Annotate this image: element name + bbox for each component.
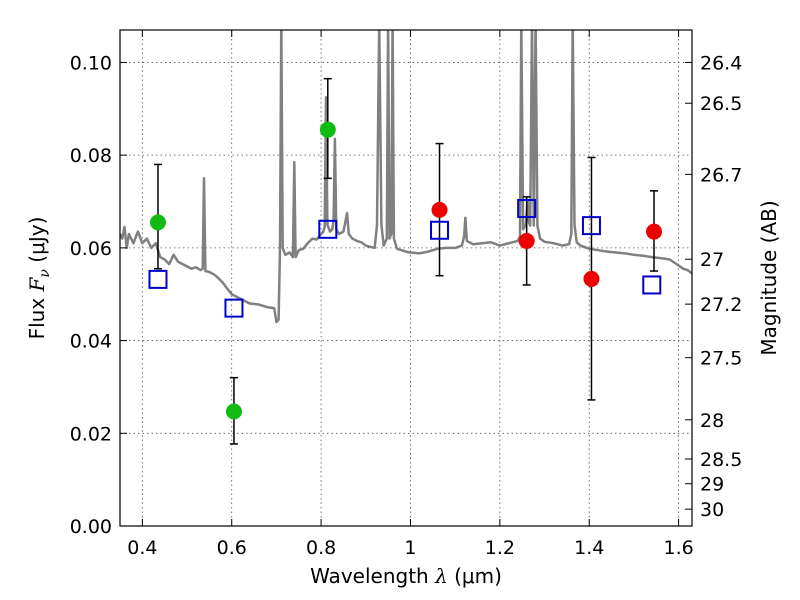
blue-square-point	[430, 220, 450, 240]
y2-tick-label: 27.2	[700, 294, 742, 316]
x-tick-label: 0.4	[127, 537, 157, 559]
y2-tick-label: 26.5	[700, 93, 742, 115]
y-axis-label: Flux Fν (μJy)	[25, 217, 53, 340]
red-point	[646, 223, 663, 240]
y2-tick-label: 27	[700, 249, 724, 271]
plot-background	[120, 30, 692, 526]
y2-axis-label: Magnitude (AB)	[757, 200, 781, 355]
x-tick-label: 1.6	[663, 537, 693, 559]
y2-tick-label: 27.5	[700, 348, 742, 370]
x-tick-label: 1	[404, 537, 416, 559]
y-axis-label-subscript: ν	[37, 269, 53, 278]
x-tick-label: 1.2	[485, 537, 515, 559]
blue-square-point	[517, 198, 537, 218]
green-point	[319, 121, 336, 138]
spectrum-line	[120, 30, 692, 324]
y2-tick-label: 30	[700, 499, 724, 521]
y-tick-label: 0.02	[70, 423, 112, 445]
y2-tick-label: 28.5	[700, 449, 742, 471]
blue-square-point	[148, 269, 168, 289]
x-axis-label: Wavelength λ (μm)	[310, 564, 502, 588]
y2-tick-label: 28	[700, 410, 724, 432]
blue-square-point	[318, 219, 338, 239]
blue-square-point	[642, 275, 662, 295]
y-axis-label-symbol: F	[25, 276, 49, 292]
green-point	[149, 214, 166, 231]
y-tick-label: 0.10	[70, 52, 112, 74]
x-tick-label: 1.4	[574, 537, 604, 559]
red-point	[431, 201, 448, 218]
data-markers	[148, 121, 663, 420]
y-tick-label: 0.06	[70, 238, 112, 260]
x-axis-label-symbol: λ	[434, 564, 448, 588]
blue-square-point	[224, 298, 244, 318]
x-axis-label-unit: (μm)	[448, 564, 502, 588]
y-tick-label: 0.04	[70, 331, 112, 353]
y-tick-label: 0.08	[70, 145, 112, 167]
plot-frame	[119, 29, 693, 527]
red-point	[518, 232, 535, 249]
spectrum-layer	[120, 30, 692, 324]
axis-ticks: 0.4 0.6 0.8 1 1.2 1.4 1.6 0.00 0.02 0.04 0.06 0.08 0…	[70, 30, 742, 559]
red-point	[583, 270, 600, 287]
x-tick-label: 0.8	[306, 537, 336, 559]
y-axis-label-text: Flux	[25, 291, 49, 339]
blue-square-point	[581, 216, 601, 236]
y2-tick-label: 29	[700, 474, 724, 496]
x-axis-label-text: Wavelength	[310, 564, 435, 588]
green-point	[225, 403, 242, 420]
y-tick-label: 0.00	[70, 516, 112, 538]
y2-tick-label: 26.4	[700, 52, 742, 74]
x-tick-label: 0.6	[217, 537, 247, 559]
y-axis-label-unit: (μJy)	[25, 217, 49, 269]
y2-tick-label: 26.7	[700, 164, 742, 186]
